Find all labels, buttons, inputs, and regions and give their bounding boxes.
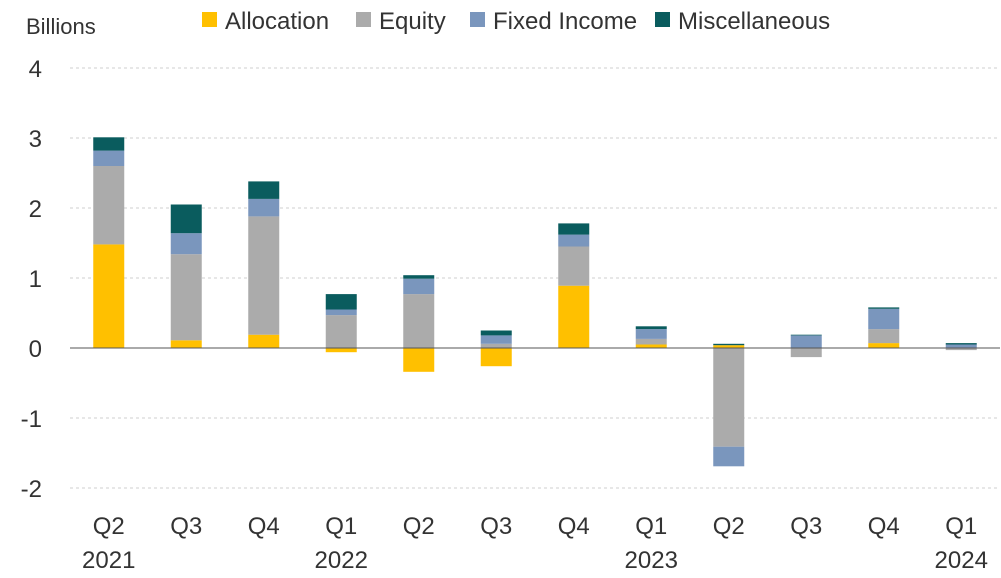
bar-miscellaneous [635,326,667,330]
x-tick-label: Q1 [945,513,977,540]
bar-equity [868,329,900,344]
bar-equity [480,343,512,348]
bar-allocation [403,348,435,372]
bar-fixed-income [945,344,977,348]
bar-equity [945,348,977,351]
bar-fixed-income [325,309,357,316]
bar-equity [635,338,667,345]
bar-allocation [170,340,202,348]
x-tick-label: Q2 [93,513,125,540]
x-axis-ticks: Q2 2021 Q3 Q4 Q1 2022 Q2 Q3 Q4 Q1 2023 Q2 Q3 Q4 Q1 2024 [82,513,988,574]
y-tick-label: -1 [21,406,42,433]
legend-swatch-fixed-income [470,12,485,27]
x-tick-label: Q4 [868,513,900,540]
bar-miscellaneous [403,275,435,279]
x-tick-label: Q3 [170,513,202,540]
bar-fixed-income [403,278,435,295]
x-tick-label: Q1 [635,513,667,540]
bar-miscellaneous [248,181,280,199]
bar-miscellaneous [558,223,590,235]
bar-equity [558,246,590,286]
legend-swatch-allocation [202,12,217,27]
grid [70,67,1000,489]
bar-fixed-income [790,335,822,348]
x-tick-label: Q3 [480,513,512,540]
bar-allocation [713,345,745,348]
bar-equity [403,294,435,348]
y-tick-label: 2 [29,196,42,223]
legend-label: Allocation [225,8,329,35]
x-tick-label: Q1 [325,513,357,540]
legend-label: Equity [379,8,446,35]
bar-fixed-income [635,329,667,339]
legend-label: Miscellaneous [678,8,830,35]
y-tick-label: -2 [21,476,42,503]
bar-equity [248,216,280,335]
bar-fixed-income [170,233,202,255]
bar-allocation [558,285,590,348]
bar-fixed-income [480,335,512,344]
bar-allocation [248,334,280,348]
bar-equity [170,254,202,341]
x-tick-year-label: 2023 [625,547,678,574]
bar-miscellaneous [790,334,822,336]
bar-fixed-income [713,446,745,467]
legend: Allocation Equity Fixed Income Miscellaneou… [202,8,830,35]
bar-miscellaneous [868,307,900,309]
bar-equity [713,348,745,447]
y-tick-label: 4 [29,56,42,83]
x-tick-year-label: 2021 [82,547,135,574]
legend-swatch-miscellaneous [655,12,670,27]
bar-fixed-income [248,198,280,217]
x-tick-label: Q3 [790,513,822,540]
x-tick-year-label: 2022 [315,547,368,574]
bar-miscellaneous [945,343,977,345]
y-axis-label: Billions [26,14,96,39]
bar-equity [93,166,125,245]
bar-fixed-income [93,150,125,166]
x-tick-label: Q2 [403,513,435,540]
bar-allocation [325,348,357,353]
bar-miscellaneous [480,330,512,336]
bars [93,137,977,467]
bar-equity [325,315,357,348]
bar-miscellaneous [93,137,125,151]
bar-miscellaneous [713,343,745,346]
x-tick-label: Q4 [558,513,590,540]
bar-allocation [93,244,125,348]
y-tick-label: 1 [29,266,42,293]
y-axis-ticks: 4 3 2 1 0 -1 -2 [21,56,42,503]
bar-fixed-income [558,234,590,247]
legend-swatch-equity [356,12,371,27]
x-tick-label: Q4 [248,513,280,540]
y-tick-label: 0 [29,336,42,363]
bar-miscellaneous [325,294,357,310]
bar-allocation [480,348,512,367]
y-tick-label: 3 [29,126,42,153]
x-tick-year-label: 2024 [935,547,988,574]
legend-label: Fixed Income [493,8,637,35]
bar-fixed-income [868,308,900,330]
bar-allocation [868,343,900,348]
bar-equity [790,348,822,358]
x-tick-label: Q2 [713,513,745,540]
bar-miscellaneous [170,204,202,234]
bar-allocation [635,344,667,348]
